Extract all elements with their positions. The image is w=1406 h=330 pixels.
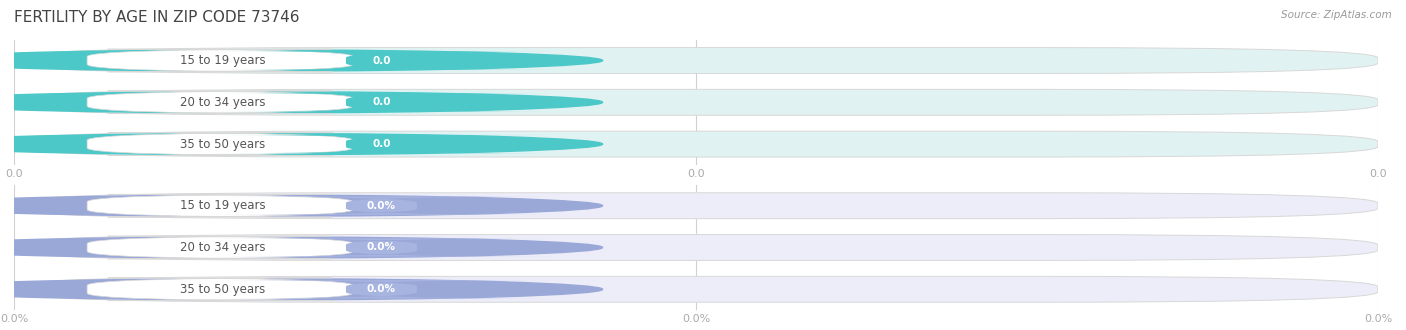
Text: 20 to 34 years: 20 to 34 years bbox=[180, 241, 266, 254]
Circle shape bbox=[0, 237, 603, 258]
FancyBboxPatch shape bbox=[14, 89, 1378, 115]
FancyBboxPatch shape bbox=[212, 238, 551, 257]
Text: 0.0%: 0.0% bbox=[367, 243, 396, 252]
Text: 0.0: 0.0 bbox=[373, 139, 391, 149]
Text: 0.0%: 0.0% bbox=[367, 284, 396, 294]
FancyBboxPatch shape bbox=[14, 48, 1378, 74]
Text: 35 to 50 years: 35 to 50 years bbox=[180, 138, 266, 150]
FancyBboxPatch shape bbox=[87, 278, 353, 301]
Circle shape bbox=[0, 195, 603, 216]
Text: FERTILITY BY AGE IN ZIP CODE 73746: FERTILITY BY AGE IN ZIP CODE 73746 bbox=[14, 10, 299, 25]
FancyBboxPatch shape bbox=[87, 236, 353, 259]
Text: 0.0: 0.0 bbox=[373, 55, 391, 65]
Text: Source: ZipAtlas.com: Source: ZipAtlas.com bbox=[1281, 10, 1392, 20]
FancyBboxPatch shape bbox=[14, 235, 1378, 260]
Circle shape bbox=[0, 50, 603, 71]
FancyBboxPatch shape bbox=[212, 197, 551, 215]
FancyBboxPatch shape bbox=[87, 133, 353, 155]
FancyBboxPatch shape bbox=[14, 131, 1378, 157]
FancyBboxPatch shape bbox=[87, 91, 353, 114]
Text: 35 to 50 years: 35 to 50 years bbox=[180, 283, 266, 296]
FancyBboxPatch shape bbox=[14, 193, 1378, 219]
Text: 15 to 19 years: 15 to 19 years bbox=[180, 54, 266, 67]
FancyBboxPatch shape bbox=[87, 194, 353, 217]
Circle shape bbox=[0, 134, 603, 155]
FancyBboxPatch shape bbox=[14, 276, 1378, 302]
Circle shape bbox=[0, 279, 603, 300]
Text: 0.0%: 0.0% bbox=[367, 201, 396, 211]
Text: 20 to 34 years: 20 to 34 years bbox=[180, 96, 266, 109]
FancyBboxPatch shape bbox=[212, 135, 551, 153]
Text: 15 to 19 years: 15 to 19 years bbox=[180, 199, 266, 212]
FancyBboxPatch shape bbox=[212, 280, 551, 298]
FancyBboxPatch shape bbox=[212, 93, 551, 112]
Circle shape bbox=[0, 92, 603, 113]
FancyBboxPatch shape bbox=[212, 51, 551, 70]
Text: 0.0: 0.0 bbox=[373, 97, 391, 107]
FancyBboxPatch shape bbox=[87, 49, 353, 72]
